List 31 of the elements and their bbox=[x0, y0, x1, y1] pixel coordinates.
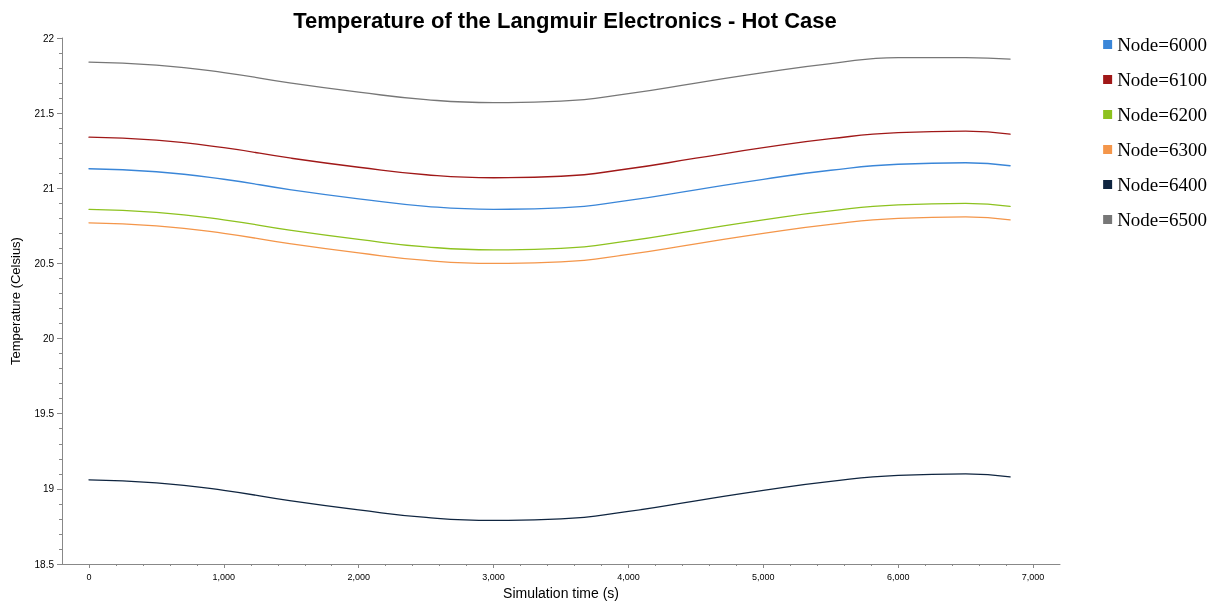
legend-label: Node=6300 bbox=[1117, 139, 1208, 160]
x-tick-label: 6,000 bbox=[886, 571, 910, 582]
chart-title: Temperature of the Langmuir Electronics - Hot Case bbox=[293, 7, 837, 33]
legend-label: Node=6200 bbox=[1117, 104, 1208, 125]
x-tick-label: 1,000 bbox=[212, 571, 236, 582]
line-series bbox=[88, 130, 1011, 179]
y-tick-label: 19.5 bbox=[34, 408, 55, 420]
legend-label: Node=6400 bbox=[1117, 174, 1208, 195]
y-tick-label: 22 bbox=[42, 32, 55, 44]
legend-label: Node=6000 bbox=[1117, 34, 1208, 55]
line-series bbox=[88, 202, 1011, 251]
y-tick-label: 20.5 bbox=[34, 257, 55, 269]
x-tick-label: 5,000 bbox=[752, 571, 775, 582]
y-tick-label: 20 bbox=[42, 333, 55, 345]
y-tick-label: 18.5 bbox=[34, 558, 55, 570]
legend-label: Node=6500 bbox=[1117, 209, 1208, 230]
x-tick-label: 7,000 bbox=[1021, 571, 1045, 582]
x-tick-label: 4,000 bbox=[617, 571, 640, 582]
line-series bbox=[88, 473, 1011, 522]
x-tick-label: 0 bbox=[86, 571, 92, 582]
x-axis-title: Simulation time (s) bbox=[503, 585, 619, 601]
x-tick-label: 2,000 bbox=[347, 571, 370, 582]
y-tick-label: 19 bbox=[42, 483, 55, 495]
y-axis-title: Temperature (Celsius) bbox=[8, 237, 23, 365]
y-tick-label: 21 bbox=[42, 182, 55, 194]
y-tick-label: 21.5 bbox=[34, 107, 55, 119]
line-series bbox=[88, 56, 1011, 104]
legend-label: Node=6100 bbox=[1117, 69, 1208, 90]
line-series bbox=[88, 216, 1011, 265]
line-series bbox=[88, 162, 1011, 210]
x-tick-label: 3,000 bbox=[482, 571, 505, 582]
